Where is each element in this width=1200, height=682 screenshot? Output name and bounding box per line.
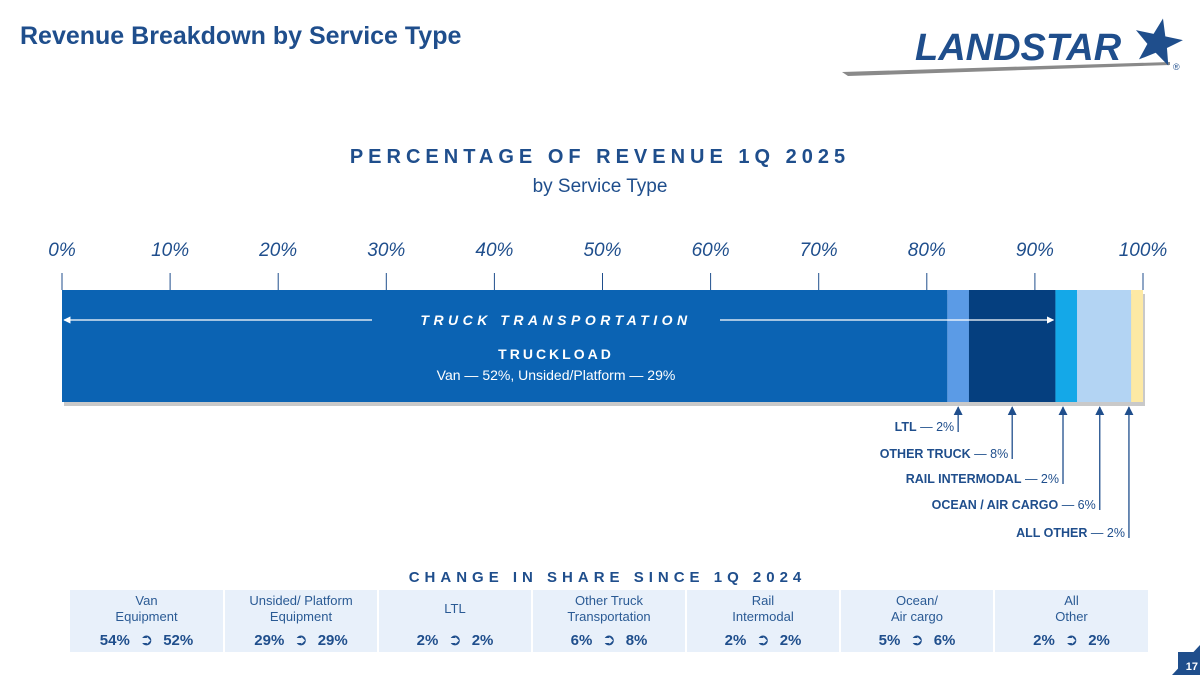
arrow-right-icon: ➲ xyxy=(294,632,308,649)
change-table-header-cell: LTL xyxy=(377,590,532,628)
revenue-stacked-bar-chart: 0% 10% 20% 30% 40% 50% 60% 70% 80% 90% 100% TRUCK T… xyxy=(48,240,1168,540)
change-table-header-cell: Other Truck Transportation xyxy=(531,590,686,628)
chart-subtitle: by Service Type xyxy=(532,176,668,197)
arrow-right-icon: ➲ xyxy=(602,632,616,649)
bar-segment xyxy=(1077,290,1132,402)
arrow-right-icon: ➲ xyxy=(756,632,770,649)
x-tick-label: 20% xyxy=(258,240,297,261)
change-table-header-cell: Ocean/Air cargo xyxy=(839,590,994,628)
x-tick-label: 10% xyxy=(151,240,189,261)
arrow-right-icon: ➲ xyxy=(448,632,462,649)
bar-segment xyxy=(968,290,1056,402)
arrow-right-icon: ➲ xyxy=(139,632,154,649)
page-number: 17 xyxy=(1178,652,1200,675)
change-table-value-cell: 2% ➲ 2% xyxy=(685,628,840,652)
change-table-header-row: Van Equipment Unsided/ Platform Equipment … xyxy=(70,590,1148,628)
x-tick-label: 50% xyxy=(583,240,621,261)
change-table-values-row: 54% ➲ 52% 29% ➲ 29% 2% ➲ 2% 6% ➲ 8% 2% ➲ 2% 5% ➲ 6% … xyxy=(70,628,1148,652)
change-table-value-cell: 6% ➲ 8% xyxy=(531,628,686,652)
bracket-label: TRUCK TRANSPORTATION xyxy=(420,312,691,328)
landstar-logo: LANDSTAR ® xyxy=(842,18,1183,76)
callout-label: RAIL INTERMODAL — 2% xyxy=(906,472,1059,486)
star-icon xyxy=(1135,18,1183,66)
chart-title: PERCENTAGE OF REVENUE 1Q 2025 xyxy=(349,146,851,168)
page-title: Revenue Breakdown by Service Type xyxy=(20,22,462,50)
change-in-share-table: Van Equipment Unsided/ Platform Equipment … xyxy=(70,590,1148,652)
callout-label: ALL OTHER — 2% xyxy=(1016,526,1125,540)
change-table-value-cell: 29% ➲ 29% xyxy=(223,628,378,652)
arrow-right-icon: ➲ xyxy=(910,632,924,649)
callout-label: OCEAN / AIR CARGO — 6% xyxy=(932,498,1096,512)
change-table-value-cell: 2% ➲ 2% xyxy=(993,628,1148,652)
x-tick-label: 80% xyxy=(908,240,946,261)
change-table-header-cell: All Other xyxy=(993,590,1148,628)
x-tick-label: 60% xyxy=(692,240,730,261)
arrow-right-icon: ➲ xyxy=(1064,632,1079,649)
change-table-header-cell: Van Equipment xyxy=(70,590,224,628)
registered-mark: ® xyxy=(1173,62,1180,72)
change-table-value-cell: 54% ➲ 52% xyxy=(70,628,224,652)
logo-wordmark: LANDSTAR xyxy=(915,27,1122,69)
bar-segment xyxy=(62,290,948,402)
change-section-title: CHANGE IN SHARE SINCE 1Q 2024 xyxy=(408,569,807,586)
callout-label: OTHER TRUCK — 8% xyxy=(880,447,1008,461)
x-tick-label: 90% xyxy=(1016,240,1054,261)
x-tick-label: 30% xyxy=(367,240,405,261)
bar-segment xyxy=(947,290,969,402)
change-table-header-cell: Unsided/ Platform Equipment xyxy=(223,590,378,628)
bar-segment xyxy=(1131,290,1143,402)
x-tick-label: 70% xyxy=(800,240,838,261)
callout-label: LTL — 2% xyxy=(895,420,955,434)
x-tick-label: 40% xyxy=(475,240,513,261)
logo-swoosh xyxy=(842,62,1170,76)
change-table-header-cell: Rail Intermodal xyxy=(685,590,840,628)
change-table-value-cell: 5% ➲ 6% xyxy=(839,628,994,652)
truckload-label: TRUCKLOAD xyxy=(498,346,614,362)
change-table-value-cell: 2% ➲ 2% xyxy=(377,628,532,652)
bar-segment xyxy=(1055,290,1078,402)
x-tick-label: 0% xyxy=(48,240,76,261)
truckload-detail: Van — 52%, Unsided/Platform — 29% xyxy=(437,367,676,383)
x-tick-label: 100% xyxy=(1119,240,1168,261)
